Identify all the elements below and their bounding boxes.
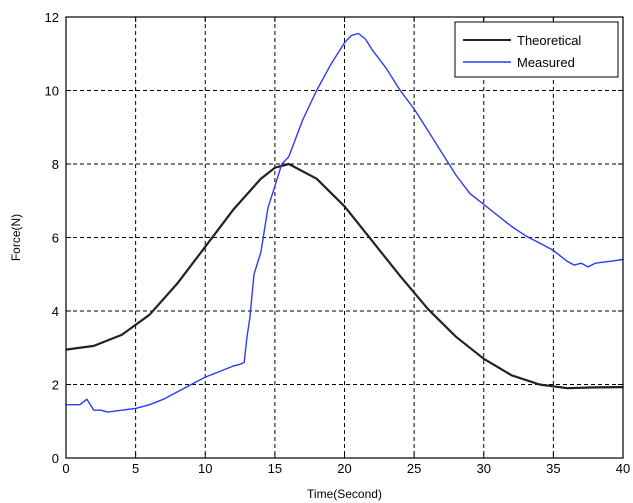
x-tick-label: 15 — [268, 461, 282, 476]
y-tick-label: 6 — [52, 231, 59, 246]
y-tick-label: 0 — [52, 451, 59, 466]
x-tick-label: 35 — [546, 461, 560, 476]
x-tick-label: 20 — [337, 461, 351, 476]
y-tick-label: 4 — [52, 304, 59, 319]
legend-entry-measured: Measured — [517, 55, 575, 70]
axis-ticks: 0 5 10 15 20 25 30 35 40 0 2 4 6 8 10 12 — [45, 10, 631, 476]
x-axis-label: Time(Second) — [307, 487, 382, 501]
x-tick-label: 5 — [132, 461, 139, 476]
legend-entry-theoretical: Theoretical — [517, 33, 581, 48]
x-tick-label: 40 — [616, 461, 630, 476]
y-tick-label: 2 — [52, 378, 59, 393]
grid-lines — [66, 17, 623, 458]
series-lines — [65, 32, 624, 413]
legend-box — [454, 21, 619, 78]
x-tick-label: 30 — [477, 461, 491, 476]
x-tick-label: 10 — [198, 461, 212, 476]
x-tick-label: 0 — [62, 461, 69, 476]
legend: Theoretical Measured — [454, 21, 619, 78]
x-tick-label: 25 — [407, 461, 421, 476]
series-line-theoretical — [65, 162, 624, 390]
y-tick-label: 8 — [52, 157, 59, 172]
y-tick-label: 12 — [45, 10, 59, 25]
series-line-measured — [66, 32, 624, 413]
y-tick-label: 10 — [45, 84, 59, 99]
y-axis-label: Force(N) — [9, 214, 23, 261]
